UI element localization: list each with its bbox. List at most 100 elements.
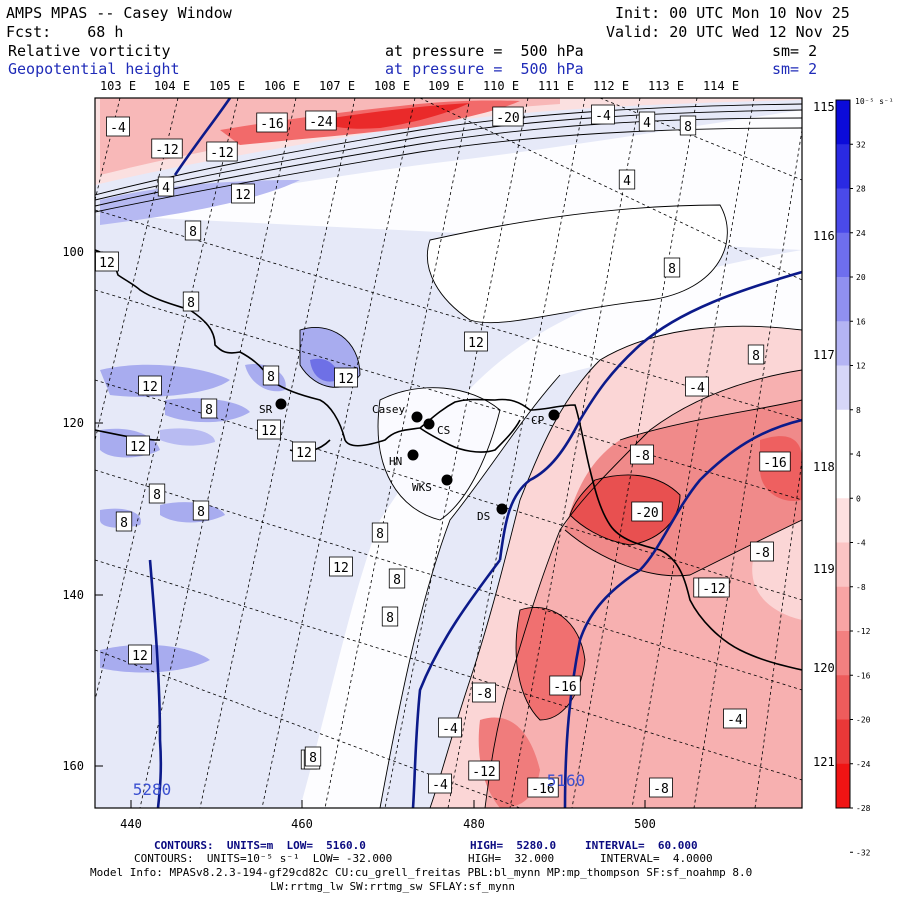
vorticity-label: 12 <box>261 424 277 439</box>
vorticity-label: 8 <box>393 573 401 588</box>
colorbar-label: 20 <box>856 273 866 282</box>
vorticity-label: -4 <box>595 109 611 124</box>
vorticity-label-box <box>381 606 399 627</box>
vorticity-label-box <box>468 760 500 781</box>
vorticity-label: 12 <box>468 336 484 351</box>
vorticity-label-box <box>630 444 654 465</box>
x-tick-label: 480 <box>463 817 485 831</box>
station-dot <box>496 503 508 515</box>
vorticity-label-box <box>262 365 280 386</box>
vorticity-label-box <box>492 106 524 127</box>
top-longitude-label: 113 E <box>648 79 684 93</box>
vorticity-label-box <box>106 116 130 137</box>
colorbar-label: -24 <box>856 760 871 769</box>
vorticity-label-box <box>206 141 238 162</box>
colorbar-segment <box>836 454 850 499</box>
field1-smoothing: sm= 2 <box>772 42 818 60</box>
colorbar-label: -20 <box>856 716 871 725</box>
field2-name: Geopotential height <box>8 60 180 78</box>
vorticity-label: 12 <box>296 446 312 461</box>
colorbar-segment <box>836 321 850 366</box>
vorticity-label: -8 <box>754 546 770 561</box>
height-contour-label: 5280 <box>133 780 172 799</box>
station-label: CS <box>437 424 450 437</box>
vorticity-label: 8 <box>205 403 213 418</box>
vorticity-label: -12 <box>472 765 495 780</box>
colorbar-label: -12 <box>856 627 871 636</box>
vorticity-label: 8 <box>376 527 384 542</box>
colorbar-segment <box>836 100 850 145</box>
vorticity-label-box <box>388 568 406 589</box>
station-dot <box>411 411 423 423</box>
top-longitude-label: 107 E <box>319 79 355 93</box>
vorticity-label: 8 <box>267 370 275 385</box>
vorticity-label: -4 <box>432 778 448 793</box>
vorticity-label: 4 <box>162 181 170 196</box>
colorbar-segment <box>836 675 850 720</box>
vorticity-label: -12 <box>155 143 178 158</box>
vorticity-label: 8 <box>752 349 760 364</box>
vorticity-label: -20 <box>496 111 519 126</box>
vorticity-label-box <box>138 375 162 396</box>
colorbar-segment <box>836 409 850 455</box>
colorbar-segment <box>836 542 850 588</box>
y-tick-label: 120 <box>62 416 84 430</box>
vorticity-label: 8 <box>187 296 195 311</box>
vorticity-label-box <box>638 111 656 132</box>
x-tick-label: 440 <box>120 817 142 831</box>
vorticity-label-box <box>428 773 452 794</box>
vorticity-label: -12 <box>702 582 725 597</box>
axis-labels: 103 E 104 E 105 E 106 E 107 E 108 E 109 E 110 E… <box>62 79 849 831</box>
station-dot <box>407 449 419 461</box>
vorticity-label-box <box>759 451 791 472</box>
vorticity-label-box <box>679 115 697 136</box>
vorticity-label-box <box>200 398 218 419</box>
x-tick-label: 460 <box>291 817 313 831</box>
vorticity-label-box <box>192 500 210 521</box>
vorticity-label-box <box>115 511 133 532</box>
vorticity-label-box <box>184 220 202 241</box>
vorticity-label: -4 <box>442 722 458 737</box>
station-label: CP <box>531 414 545 427</box>
vorticity-label-box <box>148 483 166 504</box>
colorbar-label: 8 <box>856 406 861 415</box>
colorbar-segment <box>836 365 850 411</box>
model-info-physics: LW:rrtmg_lw SW:rrtmg_sw SFLAY:sf_mynn <box>270 880 516 893</box>
colorbar-label: 24 <box>856 229 866 238</box>
latlon-grid <box>95 98 802 808</box>
vorticity-label-box <box>591 104 615 125</box>
top-longitude-label: 109 E <box>428 79 464 93</box>
vorticity-label: 8 <box>153 488 161 503</box>
vorticity-contour-interval: INTERVAL= 4.0000 <box>600 852 713 865</box>
station-markers: SR Casey CS CP HN WKS DS <box>259 398 560 523</box>
vorticity-label-box <box>371 522 389 543</box>
vorticity-label-box <box>95 251 119 272</box>
vorticity-label-box <box>549 675 581 696</box>
station-label: DS <box>477 510 490 523</box>
station-dot <box>423 418 435 430</box>
colorbar-label: 0 <box>856 494 861 503</box>
model-info: Model Info: MPASv8.2.3-194-gf29cd82c CU:… <box>90 866 753 879</box>
vorticity-label-box <box>747 344 765 365</box>
vorticity-label: 12 <box>142 380 158 395</box>
vorticity-contour-units: CONTOURS: UNITS=10⁻⁵ s⁻¹ LOW= -32.000 <box>134 852 393 865</box>
field1-name: Relative vorticity <box>8 42 171 60</box>
valid-time: Valid: 20 UTC Wed 12 Nov 25 <box>606 23 850 41</box>
colorbar-segment <box>836 631 850 676</box>
vorticity-label: 12 <box>333 561 349 576</box>
station-label: SR <box>259 403 273 416</box>
top-longitude-label: 108 E <box>374 79 410 93</box>
top-longitude-label: 114 E <box>703 79 739 93</box>
colorbar-segment <box>836 586 850 632</box>
colorbar-label: -4 <box>856 539 866 548</box>
vorticity-label: 12 <box>338 372 354 387</box>
field2-level: at pressure = 500 hPa <box>385 60 584 78</box>
vorticity-label: -8 <box>653 782 669 797</box>
vorticity-label-box <box>750 541 774 562</box>
station-dot <box>441 474 453 486</box>
top-longitude-label: 105 E <box>209 79 245 93</box>
vorticity-label-box <box>618 169 636 190</box>
field1-level: at pressure = 500 hPa <box>385 42 584 60</box>
vorticity-labels: -4 -16 -24 -20 -4 4 8 -12 -12 4 12 8 12 8 12 8 8 12 12 12 12… <box>95 104 791 798</box>
vorticity-label-box <box>304 746 322 767</box>
